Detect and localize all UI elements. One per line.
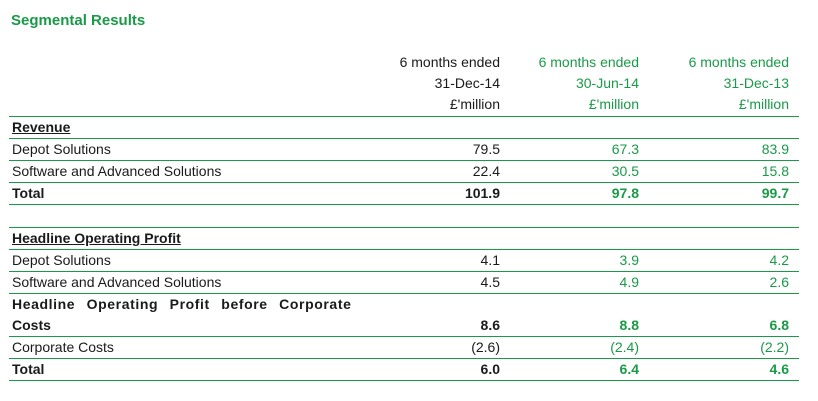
row-label: Total xyxy=(12,361,45,377)
cell-value: 83.9 xyxy=(761,141,789,157)
row-label: Costs xyxy=(12,317,51,333)
cell-value: 22.4 xyxy=(472,163,500,179)
section-spacer xyxy=(9,205,799,227)
cell-value: 99.7 xyxy=(761,185,789,201)
section-heading-label: Revenue xyxy=(12,119,71,135)
table-row-profit-before-corporate: Headline Operating Profit before Corpora… xyxy=(9,294,799,315)
table-row-total-revenue: Total 101.9 97.8 99.7 xyxy=(9,183,799,205)
table-row: Software and Advanced Solutions 4.5 4.9 … xyxy=(9,272,799,294)
table-row-profit-before-corporate-cont: Costs 8.6 8.8 6.8 xyxy=(9,315,799,337)
cell-value: 101.9 xyxy=(464,185,500,201)
cell-value: 6.8 xyxy=(769,317,789,333)
row-label: Software and Advanced Solutions xyxy=(12,274,222,290)
column-header-line: £'million xyxy=(738,96,789,112)
table-row: Depot Solutions 79.5 67.3 83.9 xyxy=(9,139,799,161)
cell-value: 79.5 xyxy=(472,141,500,157)
column-header-line: 6 months ended xyxy=(399,54,500,70)
table-row: Software and Advanced Solutions 22.4 30.… xyxy=(9,161,799,183)
cell-value: 4.2 xyxy=(769,252,789,268)
table-row: Corporate Costs (2.6) (2.4) (2.2) xyxy=(9,337,799,359)
column-header-line: 31-Dec-14 xyxy=(434,75,500,91)
section-heading-profit: Headline Operating Profit xyxy=(9,227,799,250)
table-row: Depot Solutions 4.1 3.9 4.2 xyxy=(9,250,799,272)
row-label: Headline Operating Profit before Corpora… xyxy=(12,296,352,312)
row-label: Corporate Costs xyxy=(12,339,114,355)
cell-value: 4.9 xyxy=(619,274,639,290)
cell-value: (2.4) xyxy=(610,339,639,355)
column-header-line: £'million xyxy=(588,96,639,112)
segmental-results-table: Revenue Depot Solutions 79.5 67.3 83.9 S… xyxy=(9,116,799,381)
cell-value: 8.6 xyxy=(480,317,500,333)
row-label: Depot Solutions xyxy=(12,252,111,268)
row-label: Depot Solutions xyxy=(12,141,111,157)
cell-value: 4.5 xyxy=(480,274,500,290)
cell-value: 4.1 xyxy=(480,252,500,268)
cell-value: 30.5 xyxy=(611,163,639,179)
cell-value: 8.8 xyxy=(619,317,639,333)
section-heading-label: Headline Operating Profit xyxy=(12,230,181,246)
cell-value: 97.8 xyxy=(611,185,639,201)
cell-value: 15.8 xyxy=(761,163,789,179)
column-header-dec-14: 6 months ended 31-Dec-14 £'million xyxy=(360,52,500,115)
cell-value: 3.9 xyxy=(619,252,639,268)
column-header-line: 6 months ended xyxy=(688,54,789,70)
column-header-jun-14: 6 months ended 30-Jun-14 £'million xyxy=(500,52,639,115)
table-row-total-profit: Total 6.0 6.4 4.6 xyxy=(9,359,799,381)
cell-value: (2.6) xyxy=(471,339,500,355)
cell-value: 4.6 xyxy=(769,361,789,377)
cell-value: (2.2) xyxy=(760,339,789,355)
column-header-line: 30-Jun-14 xyxy=(575,75,639,91)
row-label: Total xyxy=(12,185,45,201)
page-title: Segmental Results xyxy=(11,12,146,29)
column-header-line: £'million xyxy=(449,96,500,112)
section-heading-revenue: Revenue xyxy=(9,116,799,139)
cell-value: 2.6 xyxy=(769,274,789,290)
cell-value: 67.3 xyxy=(611,141,639,157)
column-header-dec-13: 6 months ended 31-Dec-13 £'million xyxy=(650,52,789,115)
column-header-line: 31-Dec-13 xyxy=(723,75,789,91)
cell-value: 6.0 xyxy=(480,361,500,377)
row-label: Software and Advanced Solutions xyxy=(12,163,222,179)
column-header-line: 6 months ended xyxy=(538,54,639,70)
cell-value: 6.4 xyxy=(619,361,639,377)
